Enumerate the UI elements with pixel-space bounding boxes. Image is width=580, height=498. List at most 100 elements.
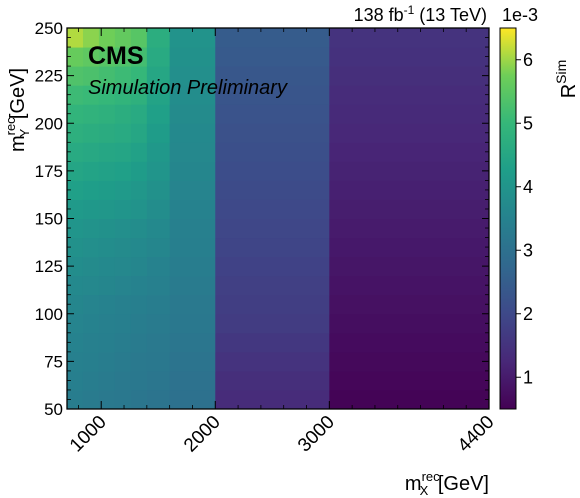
heatmap-cell [98, 66, 116, 86]
heatmap-cell [130, 104, 148, 124]
heatmap-cell [130, 389, 148, 410]
y-tick-label: 125 [35, 257, 63, 276]
heatmap-cell [169, 104, 216, 124]
heatmap-cell [329, 294, 490, 315]
heatmap-cell [67, 389, 84, 410]
heatmap-cell [114, 332, 132, 353]
heatmap-cell [98, 218, 116, 239]
heatmap-cell [169, 313, 216, 334]
heatmap-cell [169, 180, 216, 200]
heatmap-cell [329, 28, 490, 48]
heatmap-cell [215, 47, 330, 67]
x-tick-label: 4400 [454, 412, 499, 457]
colorbar-multiplier: 1e-3 [502, 5, 538, 25]
heatmap-cell [98, 370, 116, 391]
heatmap-cell [329, 313, 490, 334]
heatmap-cell [130, 351, 148, 372]
heatmap-cell [98, 294, 116, 315]
y-tick-label: 225 [35, 67, 63, 86]
heatmap-cell [215, 104, 330, 124]
heatmap-cell [82, 389, 100, 410]
cms-extra-label: Simulation Preliminary [88, 77, 288, 99]
heatmap-cell [146, 370, 171, 391]
heatmap-cell [146, 28, 171, 48]
heatmap-cell [169, 256, 216, 277]
heatmap-cell [329, 237, 490, 258]
heatmap-cell [67, 123, 84, 143]
heatmap-cell [146, 180, 171, 200]
heatmap-cell [114, 294, 132, 315]
heatmap-cell [215, 142, 330, 162]
heatmap-cell [98, 256, 116, 277]
heatmap-cell [146, 351, 171, 372]
heatmap-cell [114, 237, 132, 258]
heatmap-cell [169, 66, 216, 86]
heatmap-cell [130, 237, 148, 258]
heatmap-cell [82, 313, 100, 334]
colorbar-tick-label: 4 [523, 177, 533, 197]
heatmap-cell [114, 142, 132, 162]
heatmap-cell [169, 142, 216, 162]
heatmap-cell [67, 237, 84, 258]
colorbar-tick-label: 6 [523, 50, 533, 70]
heatmap-cell [215, 389, 330, 410]
colorbar-title: RSim [553, 60, 580, 99]
heatmap-cell [82, 351, 100, 372]
y-tick-label: 250 [35, 19, 63, 38]
heatmap-cell [114, 85, 132, 105]
y-tick-label: 150 [35, 210, 63, 229]
heatmap-cell [82, 199, 100, 219]
heatmap-cell [67, 66, 84, 86]
heatmap-cell [82, 142, 100, 162]
heatmap-cell [98, 28, 116, 48]
heatmap-cell [67, 180, 84, 200]
y-tick-label: 175 [35, 162, 63, 181]
heatmap-cell [169, 351, 216, 372]
heatmap-cell [130, 370, 148, 391]
heatmap-cell [98, 313, 116, 334]
heatmap-cell [169, 161, 216, 181]
heatmap-cell [130, 123, 148, 143]
heatmap-cell [98, 180, 116, 200]
heatmap-cell [215, 123, 330, 143]
heatmap-cell [169, 370, 216, 391]
heatmap-cell [169, 275, 216, 296]
heatmap-cell [215, 256, 330, 277]
heatmap-cell [82, 275, 100, 296]
heatmap-cell [215, 313, 330, 334]
heatmap-cell [67, 256, 84, 277]
heatmap-cells [67, 28, 490, 410]
colorbar-tick-label: 3 [523, 240, 533, 260]
heatmap-cell [146, 123, 171, 143]
heatmap-cell [130, 256, 148, 277]
heatmap-cell [82, 123, 100, 143]
y-axis-ticks: 50 75 100 125 150 175 200 225 250 [35, 19, 489, 419]
heatmap-cell [98, 104, 116, 124]
heatmap-cell [169, 332, 216, 353]
heatmap-cell [169, 28, 216, 48]
heatmap-cell [169, 199, 216, 219]
heatmap-cell [146, 104, 171, 124]
heatmap-cell [130, 275, 148, 296]
heatmap-cell [98, 47, 116, 67]
heatmap-cell [329, 161, 490, 181]
heatmap-cell [67, 161, 84, 181]
colorbar-frame [499, 27, 517, 410]
heatmap-cell [329, 275, 490, 296]
heatmap-cell [329, 332, 490, 353]
heatmap-cell [169, 237, 216, 258]
lumi-label: 138 fb-1 (13 TeV) [354, 3, 487, 25]
heatmap-cell [114, 66, 132, 86]
heatmap-cell [114, 389, 132, 410]
colorbar [500, 28, 516, 409]
heatmap-cell [169, 389, 216, 410]
heatmap-cell [329, 256, 490, 277]
heatmap-cell [329, 180, 490, 200]
heatmap-cell [130, 142, 148, 162]
heatmap-cell [114, 28, 132, 48]
y-axis-title: mrecY [GeV] [3, 68, 32, 152]
x-tick-label: 3000 [294, 412, 339, 457]
heatmap-cell [130, 199, 148, 219]
heatmap-cell [146, 294, 171, 315]
x-tick-label: 2000 [180, 412, 225, 457]
